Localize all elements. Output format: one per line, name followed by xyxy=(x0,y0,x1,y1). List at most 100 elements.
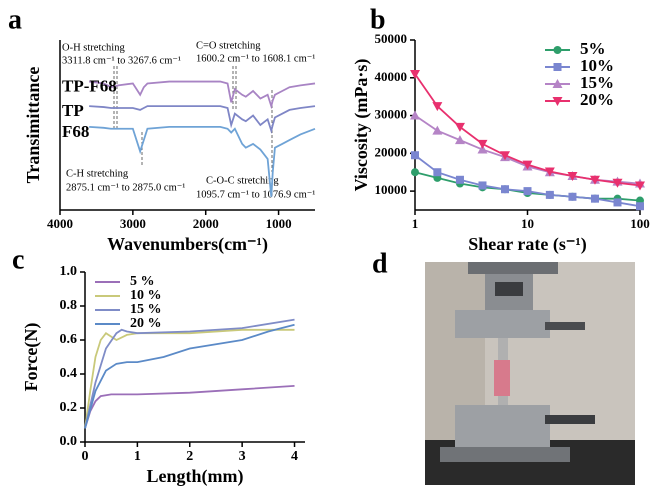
annotation: O-H stretching xyxy=(62,42,125,53)
legend-marker xyxy=(552,97,563,106)
y-tick-label: 40000 xyxy=(375,69,408,84)
photo xyxy=(425,262,635,485)
upper-clamp xyxy=(455,310,550,338)
y-tick-label: 0.2 xyxy=(60,400,78,415)
y-tick-label: 50000 xyxy=(375,31,408,46)
marker xyxy=(477,139,488,149)
panel-letter: c xyxy=(12,244,24,275)
y-axis-label: Viscosity (mPa·s) xyxy=(351,59,372,192)
marker xyxy=(636,202,644,211)
x-tick-label: 3 xyxy=(239,449,246,464)
series-label: TP xyxy=(62,101,84,120)
marker xyxy=(410,70,420,79)
knob xyxy=(545,322,585,330)
series-label: TP-F68 xyxy=(62,76,117,95)
annotation: 2875.1 cm⁻¹ to 2875.0 cm⁻¹ xyxy=(66,182,185,193)
y-tick-label: 10000 xyxy=(375,182,408,197)
annotation: 1095.7 cm⁻¹ to 1076.9 cm⁻¹ xyxy=(196,189,315,200)
y-tick-label: 0.8 xyxy=(60,298,78,313)
crosshead xyxy=(468,262,558,274)
x-tick-label: 1 xyxy=(134,449,141,464)
marker xyxy=(455,175,464,184)
marker xyxy=(523,187,532,196)
y-tick-label: 0.4 xyxy=(60,366,78,381)
marker xyxy=(433,168,442,177)
marker xyxy=(500,151,511,161)
marker xyxy=(613,198,622,207)
legend-label: 15 % xyxy=(130,302,162,317)
series-line xyxy=(89,105,316,134)
marker xyxy=(432,125,443,135)
lower-clamp xyxy=(455,405,550,447)
marker xyxy=(477,144,488,154)
annotation: 3311.8 cm⁻¹ to 3267.6 cm⁻¹ xyxy=(62,55,181,66)
series-line xyxy=(414,114,641,185)
marker xyxy=(454,135,465,145)
annotation: C-O-C stretching xyxy=(206,175,279,186)
x-tick-label: 10 xyxy=(521,216,534,231)
series-line xyxy=(89,125,316,197)
rod xyxy=(498,396,508,408)
annotation: C-H stretching xyxy=(66,168,129,179)
legend-label: 5% xyxy=(580,39,606,58)
x-tick-label: 4000 xyxy=(47,216,73,231)
series-line xyxy=(84,385,295,429)
legend-marker xyxy=(552,79,563,88)
sample xyxy=(494,360,510,396)
grip-slot xyxy=(495,282,523,296)
x-tick-label: 3000 xyxy=(120,216,146,231)
legend-label: 10 % xyxy=(130,288,162,303)
y-tick-label: 1.0 xyxy=(60,264,78,279)
y-tick-label: 0.6 xyxy=(60,332,78,347)
marker xyxy=(612,178,623,188)
series-line xyxy=(84,328,295,429)
marker xyxy=(589,175,600,185)
y-axis-label: Transimittance xyxy=(23,67,43,184)
marker xyxy=(411,151,419,160)
x-tick-label: 2000 xyxy=(193,216,219,231)
legend-marker xyxy=(553,46,562,54)
annotation: 1600.2 cm⁻¹ to 1608.1 cm⁻¹ xyxy=(196,53,315,64)
x-tick-label: 100 xyxy=(630,216,650,231)
x-tick-label: 4 xyxy=(291,449,298,464)
marker xyxy=(411,168,419,177)
series-line xyxy=(84,318,295,429)
legend-label: 20 % xyxy=(130,316,162,331)
legend-label: 20% xyxy=(580,90,614,109)
x-tick-label: 0 xyxy=(82,449,89,464)
marker xyxy=(454,122,465,132)
base xyxy=(440,447,570,462)
marker xyxy=(567,172,578,181)
marker xyxy=(501,185,510,194)
x-axis-label: Length(mm) xyxy=(147,466,244,487)
x-axis-label: Wavenumbers(cm⁻¹) xyxy=(107,234,268,255)
x-tick-label: 2 xyxy=(186,449,193,464)
marker xyxy=(522,160,533,170)
x-axis-label: Shear rate (s⁻¹) xyxy=(468,234,587,255)
panel-letter: b xyxy=(370,4,386,35)
annotation: C=O stretching xyxy=(196,40,261,51)
marker xyxy=(410,110,420,120)
legend-label: 15% xyxy=(580,73,614,92)
y-tick-label: 30000 xyxy=(375,107,408,122)
series-label: F68 xyxy=(62,122,89,141)
rod xyxy=(498,338,508,360)
y-tick-label: 20000 xyxy=(375,144,408,159)
marker xyxy=(635,181,645,191)
marker xyxy=(544,167,555,177)
marker xyxy=(545,190,554,199)
legend-label: 5 % xyxy=(130,274,155,289)
marker xyxy=(432,102,443,112)
series-line xyxy=(89,80,316,110)
legend-label: 10% xyxy=(580,56,614,75)
legend-marker xyxy=(553,63,562,71)
marker xyxy=(478,181,487,190)
y-tick-label: 0.0 xyxy=(60,434,78,449)
marker xyxy=(568,192,577,201)
panel-letter: a xyxy=(8,4,22,35)
panel-letter: d xyxy=(372,248,388,279)
marker xyxy=(590,194,599,203)
y-axis-label: Force(N) xyxy=(21,323,42,392)
x-tick-label: 1000 xyxy=(266,216,292,231)
